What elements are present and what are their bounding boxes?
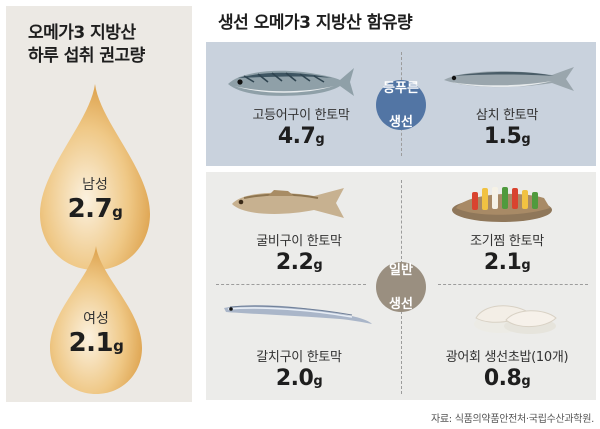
female-drop: 여성 2.1g (48, 244, 144, 396)
hairtail-icon (222, 298, 374, 328)
item-value: 0.8g (483, 366, 531, 391)
yellow-croaker-icon (228, 186, 348, 220)
item-value: 2.0g (275, 366, 323, 391)
male-label: 남성 (82, 177, 108, 193)
divider (401, 180, 402, 264)
male-drop-icon (40, 84, 150, 270)
fish-omega3-title: 생선 오메가3 지방산 함유량 (218, 13, 413, 33)
divider (401, 306, 402, 394)
daily-intake-title: 오메가3 지방산 하루 섭취 권고량 (28, 23, 145, 66)
male-drop: 남성 2.7g (38, 82, 152, 272)
item-name: 광어회 생선초밥(10개) (445, 350, 569, 365)
item-value: 2.2g (275, 250, 323, 275)
item-name: 굴비구이 한토막 (256, 234, 342, 249)
item-value: 2.1g (483, 250, 531, 275)
item-name: 조기찜 한토막 (470, 234, 544, 249)
steamed-croaker-icon (446, 180, 554, 224)
oily-fish-badge: 등푸른 생선 (376, 80, 426, 130)
female-drop-icon (50, 246, 142, 394)
mackerel-icon (224, 62, 356, 102)
item-name: 삼치 한토막 (475, 108, 539, 123)
regular-fish-badge: 일반 생선 (376, 262, 426, 312)
source-note: 자료: 식품의약품안전처·국립수산과학원. (430, 414, 594, 425)
male-value: 2.7g (67, 194, 123, 224)
spanish-mackerel-icon (442, 64, 576, 94)
divider (438, 284, 588, 285)
item-value: 1.5g (483, 124, 531, 149)
item-name: 고등어구이 한토막 (252, 108, 350, 123)
item-name: 갈치구이 한토막 (256, 350, 342, 365)
female-value: 2.1g (68, 328, 124, 358)
divider (216, 284, 366, 285)
female-label: 여성 (83, 311, 109, 327)
flatfish-sushi-icon (470, 296, 560, 336)
item-value: 4.7g (277, 124, 325, 149)
